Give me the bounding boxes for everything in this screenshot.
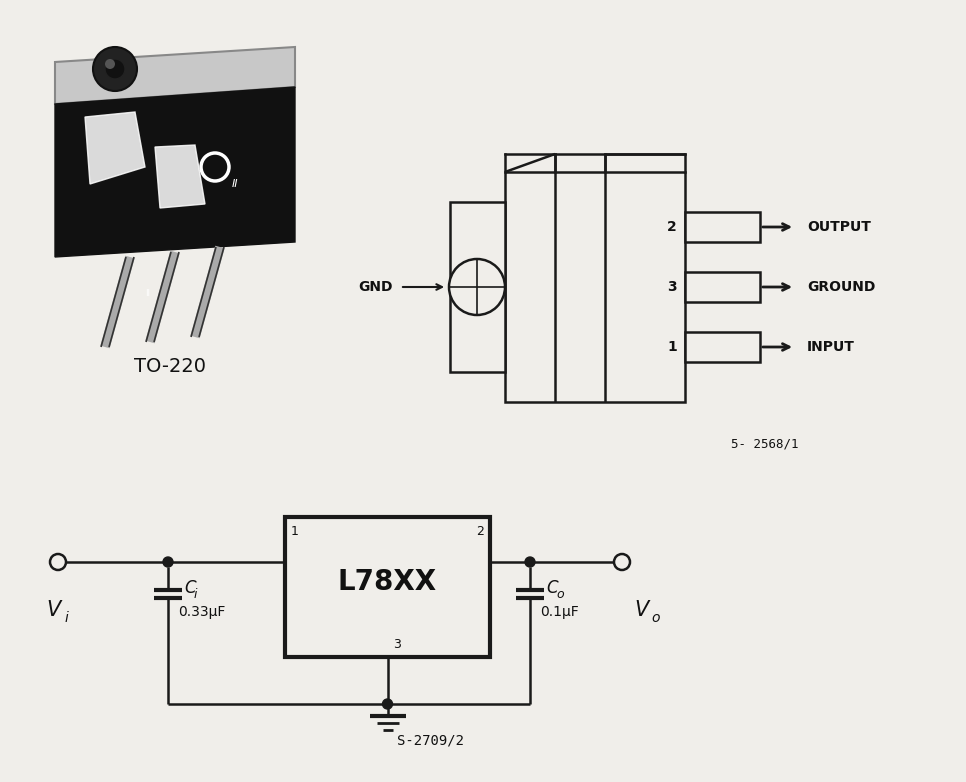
Circle shape	[614, 554, 630, 570]
Text: i: i	[64, 611, 68, 625]
Text: 0.33μF: 0.33μF	[178, 605, 225, 619]
Text: 0.1μF: 0.1μF	[540, 605, 579, 619]
Text: 3: 3	[393, 638, 402, 651]
Text: GND: GND	[358, 280, 393, 294]
Text: V: V	[635, 600, 649, 620]
Circle shape	[383, 699, 392, 709]
Text: 2: 2	[476, 525, 484, 538]
Text: 5- 2568/1: 5- 2568/1	[731, 437, 799, 450]
Text: II: II	[146, 289, 151, 299]
Polygon shape	[55, 47, 295, 104]
Text: II: II	[232, 179, 239, 189]
Text: 1: 1	[291, 525, 298, 538]
Circle shape	[163, 557, 173, 567]
Circle shape	[449, 259, 505, 315]
Polygon shape	[85, 112, 145, 184]
Circle shape	[50, 554, 66, 570]
Text: V: V	[45, 600, 60, 620]
Polygon shape	[55, 87, 295, 257]
Bar	[285, 517, 490, 657]
Circle shape	[105, 59, 125, 79]
Text: C: C	[184, 579, 196, 597]
Text: OUTPUT: OUTPUT	[807, 220, 871, 234]
Text: C: C	[546, 579, 557, 597]
Text: S-2709/2: S-2709/2	[396, 733, 464, 747]
Text: 3: 3	[668, 280, 677, 294]
Text: o: o	[556, 587, 563, 601]
Bar	[450, 202, 505, 372]
Text: o: o	[652, 611, 660, 625]
Text: TO-220: TO-220	[134, 357, 206, 376]
Text: GROUND: GROUND	[807, 280, 875, 294]
Bar	[505, 172, 685, 402]
Bar	[685, 272, 760, 302]
Circle shape	[525, 557, 535, 567]
Circle shape	[105, 59, 115, 69]
Text: 1: 1	[668, 340, 677, 354]
Polygon shape	[155, 145, 205, 208]
Bar	[685, 332, 760, 362]
Text: 2: 2	[668, 220, 677, 234]
Text: L78XX: L78XX	[338, 568, 437, 596]
Text: i: i	[194, 587, 197, 601]
Circle shape	[93, 47, 137, 91]
Bar	[685, 212, 760, 242]
Text: INPUT: INPUT	[807, 340, 855, 354]
